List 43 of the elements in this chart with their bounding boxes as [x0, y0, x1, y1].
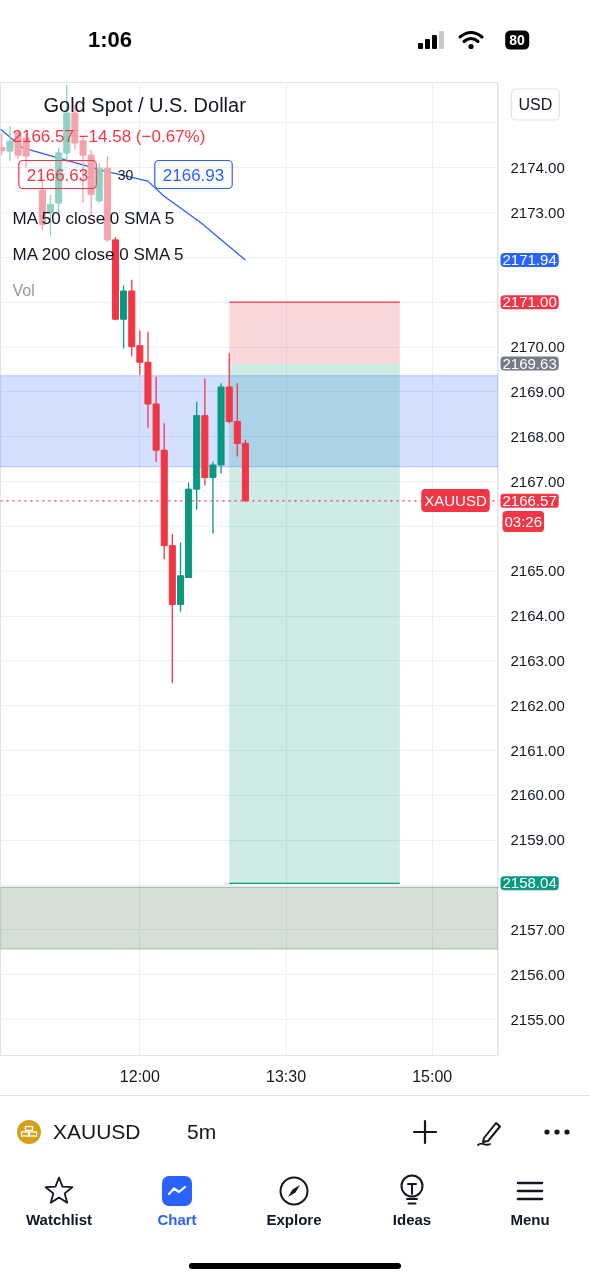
annotation: 2166.93	[162, 165, 225, 185]
y-tick-label: 2167.00	[510, 472, 565, 490]
text: XAUUSD	[53, 1119, 141, 1145]
text: Menu	[510, 1211, 550, 1229]
y-tick-label: 2160.00	[510, 786, 565, 804]
y-tick-label: 2157.00	[510, 920, 565, 938]
line-series	[0, 128, 247, 261]
text: 80	[505, 30, 529, 50]
candlestick	[6, 125, 14, 162]
y-tick-label: 2155.00	[510, 1010, 565, 1028]
x-tick-label: 12:00	[119, 1067, 160, 1085]
y-tick-label: 2164.00	[510, 607, 565, 625]
text: Ideas	[392, 1211, 432, 1229]
text: Watchlist	[25, 1211, 93, 1229]
text: 2158.04	[502, 874, 557, 892]
text: 2169.63	[502, 354, 557, 372]
text: 2171.00	[502, 293, 557, 311]
text: 2171.94	[502, 251, 557, 269]
y-tick-label: 2173.00	[510, 203, 565, 221]
text: 2166.57 −14.58 (−0.67%)	[12, 127, 206, 146]
x-tick-label: 15:00	[412, 1067, 453, 1085]
text: Chart	[157, 1211, 197, 1229]
ref-line-label: 2166.57	[502, 491, 557, 509]
y-tick-label: 2161.00	[510, 741, 565, 759]
annotation: MA 50 close 0 SMA 5	[12, 209, 175, 228]
text: 03:26	[504, 513, 543, 530]
y-tick-label: 2169.00	[510, 382, 565, 400]
y-tick-label: 2163.00	[510, 651, 565, 669]
y-tick-label: 2159.00	[510, 831, 565, 849]
y-tick-label: 2162.00	[510, 696, 565, 714]
annotation: XAUUSD	[424, 492, 487, 509]
text: 5m	[187, 1119, 217, 1145]
y-tick-label: 2168.00	[510, 427, 565, 445]
y-tick-label: 2174.00	[510, 158, 565, 176]
text: USD	[518, 96, 553, 113]
y-tick-label: 2156.00	[510, 965, 565, 983]
y-tick-label: 2170.00	[510, 338, 565, 356]
text: 1:06	[87, 26, 133, 54]
y-tick-label: 2165.00	[510, 562, 565, 580]
text: Gold Spot / U.S. Dollar	[43, 93, 247, 116]
annotation: Vol	[12, 282, 35, 299]
text: Explore	[266, 1211, 322, 1229]
x-tick-label: 13:30	[266, 1067, 307, 1085]
